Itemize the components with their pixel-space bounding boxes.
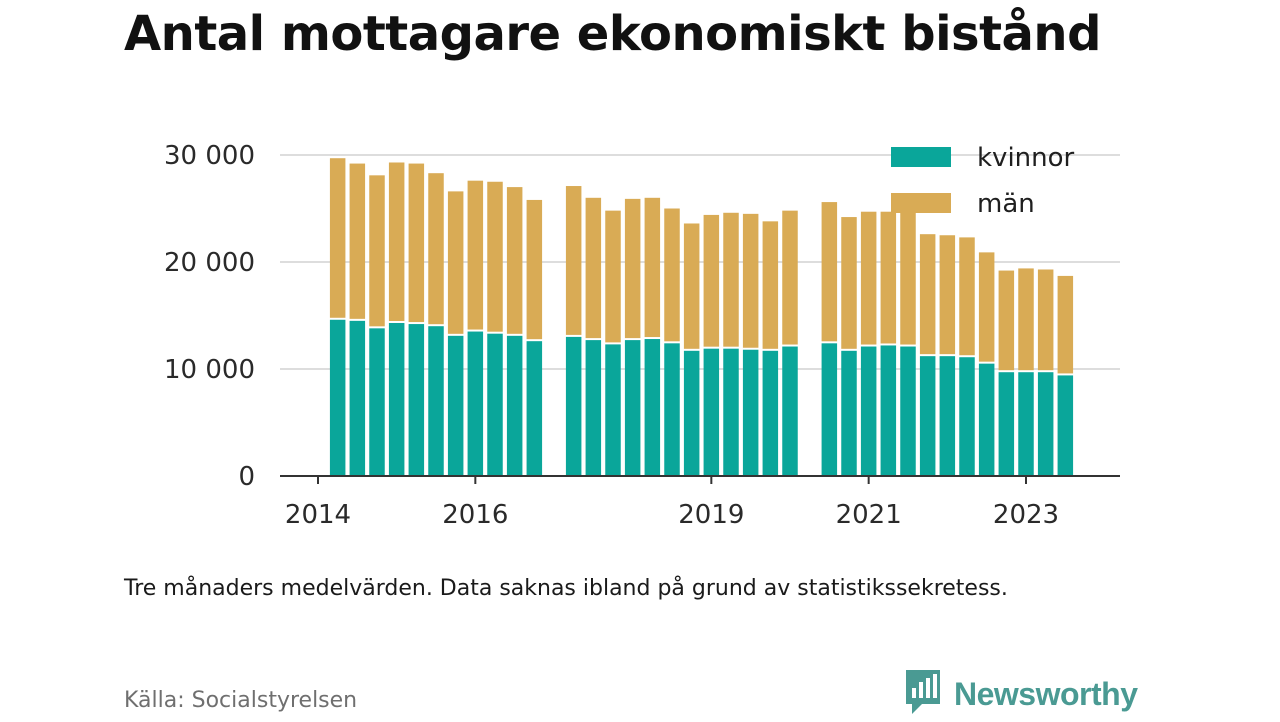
- brand-name: Newsworthy: [954, 675, 1138, 712]
- brand-logo[interactable]: Newsworthy: [902, 666, 1138, 722]
- bar-man: [624, 198, 641, 339]
- bar-man: [782, 210, 798, 345]
- bar-man: [664, 208, 680, 342]
- bar-man: [880, 211, 897, 344]
- bar-series: [329, 158, 1074, 476]
- bar-kvinnor: [959, 357, 975, 476]
- bar-kvinnor: [605, 344, 621, 476]
- bar-kvinnor: [408, 324, 425, 476]
- bar-kvinnor: [841, 350, 857, 476]
- bar-man: [1057, 275, 1074, 374]
- bar-kvinnor: [939, 356, 956, 476]
- bar-man: [369, 175, 385, 327]
- bar-kvinnor: [664, 343, 680, 476]
- bar-man: [585, 197, 602, 339]
- bar-man: [919, 234, 936, 355]
- bar-kvinnor: [703, 348, 720, 476]
- bar-kvinnor: [978, 363, 995, 476]
- x-tick-label: 2021: [836, 500, 902, 530]
- source-credit: Källa: Socialstyrelsen: [124, 688, 358, 713]
- bar-kvinnor: [919, 356, 936, 476]
- bar-man: [998, 270, 1015, 371]
- bar-man: [526, 199, 543, 340]
- bar-man: [1037, 269, 1054, 371]
- bar-kvinnor: [585, 340, 602, 476]
- bar-man: [762, 221, 779, 349]
- bar-man: [349, 163, 366, 319]
- bar-kvinnor: [880, 345, 897, 476]
- bar-man: [487, 181, 503, 332]
- bar-kvinnor: [565, 336, 582, 476]
- bar-kvinnor: [644, 339, 661, 476]
- bar-kvinnor: [782, 346, 798, 476]
- bar-kvinnor: [1018, 372, 1034, 476]
- x-tick-label: 2016: [442, 500, 508, 530]
- bar-kvinnor: [447, 335, 464, 476]
- bar-kvinnor: [723, 348, 739, 476]
- bar-man: [644, 197, 661, 338]
- bar-man: [428, 173, 444, 325]
- chart-title: Antal mottagare ekonomiskt bistånd: [124, 6, 1101, 62]
- chart-footnote: Tre månaders medelvärden. Data saknas ib…: [124, 576, 1008, 601]
- legend: kvinnor män: [891, 143, 1075, 219]
- bar-man: [467, 180, 484, 330]
- bar-man: [408, 163, 425, 323]
- bar-man: [329, 158, 346, 318]
- bar-man: [565, 186, 582, 335]
- bar-kvinnor: [526, 341, 543, 476]
- bar-man: [447, 191, 464, 334]
- bar-man: [978, 252, 995, 362]
- bar-man: [742, 213, 759, 348]
- bar-kvinnor: [900, 346, 916, 476]
- y-tick-label: 10 000: [164, 355, 255, 385]
- bar-kvinnor: [762, 350, 779, 476]
- bar-kvinnor: [821, 343, 838, 476]
- legend-swatch-kvinnor: [891, 147, 951, 167]
- x-tick-label: 2023: [993, 500, 1059, 530]
- bar-kvinnor: [467, 331, 484, 476]
- bar-man: [703, 214, 720, 347]
- bar-kvinnor: [742, 349, 759, 476]
- bar-kvinnor: [428, 326, 444, 476]
- y-tick-label: 20 000: [164, 248, 255, 278]
- bar-man: [860, 211, 877, 345]
- bar-kvinnor: [683, 350, 700, 476]
- bar-man: [388, 162, 405, 321]
- bar-kvinnor: [329, 319, 346, 476]
- bar-kvinnor: [506, 335, 523, 476]
- bar-kvinnor: [998, 372, 1015, 476]
- bar-man: [506, 187, 523, 334]
- bar-kvinnor: [860, 346, 877, 476]
- bar-kvinnor: [388, 322, 405, 476]
- bar-kvinnor: [487, 333, 503, 476]
- bar-man: [1018, 268, 1034, 371]
- bar-man: [841, 217, 857, 349]
- bar-man: [723, 212, 739, 347]
- x-tick-label: 2019: [678, 500, 744, 530]
- bar-man: [821, 202, 838, 342]
- bar-kvinnor: [349, 320, 366, 476]
- bar-man: [900, 212, 916, 345]
- legend-label-man: män: [977, 189, 1035, 219]
- bar-kvinnor: [1057, 375, 1074, 476]
- bar-man: [959, 237, 975, 356]
- y-tick-label: 0: [238, 462, 255, 492]
- bar-man: [683, 223, 700, 349]
- legend-label-kvinnor: kvinnor: [977, 143, 1075, 173]
- legend-swatch-man: [891, 193, 951, 213]
- y-tick-label: 30 000: [164, 141, 255, 171]
- bar-kvinnor: [624, 340, 641, 476]
- bar-kvinnor: [1037, 372, 1054, 476]
- bar-man: [605, 210, 621, 343]
- bar-man: [939, 235, 956, 355]
- x-tick-label: 2014: [285, 500, 351, 530]
- axes: 0 10 000 20 000 30 000 2014 2016 2019 2021 2023: [164, 141, 1120, 530]
- bar-chart-speech-bubble-icon: [902, 666, 944, 722]
- bar-kvinnor: [369, 328, 385, 476]
